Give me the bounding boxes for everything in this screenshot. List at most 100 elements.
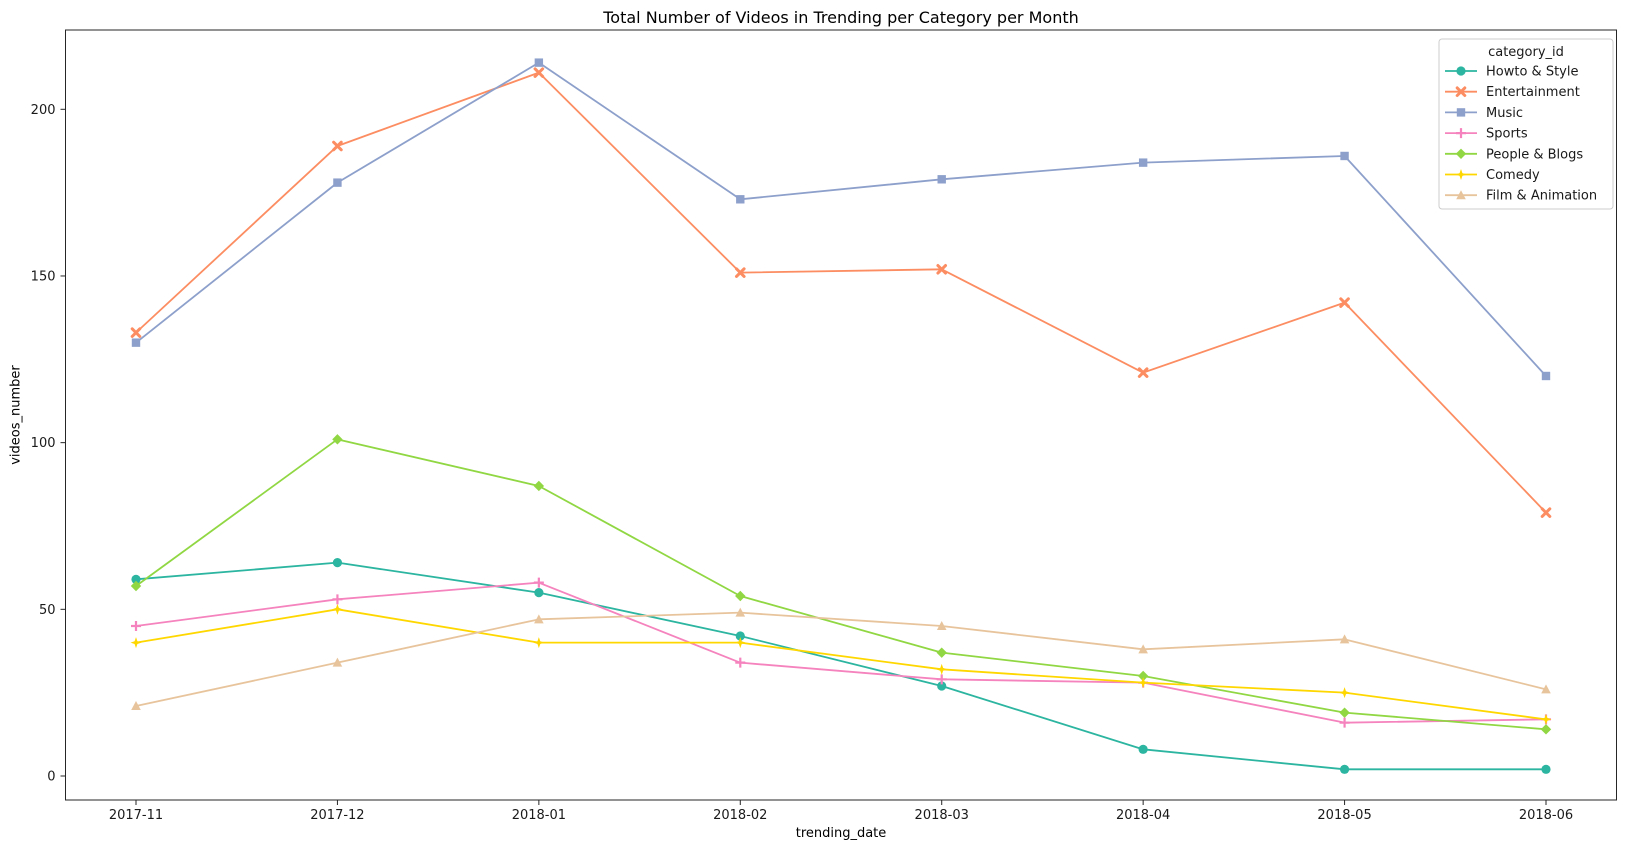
data-point-marker: [1541, 684, 1551, 694]
x-tick-label: 2017-12: [310, 808, 364, 823]
series-line: [135, 61, 1547, 377]
series-film-animation: [131, 607, 1551, 710]
legend-box: [1438, 38, 1614, 210]
data-point-marker: [533, 637, 545, 649]
data-point-marker: [131, 338, 141, 347]
chart-title: Total Number of Videos in Trending per C…: [603, 8, 1079, 27]
legend-label: Howto & Style: [1486, 65, 1578, 80]
data-point-marker: [534, 58, 544, 67]
data-point-marker: [936, 647, 947, 658]
data-point-marker: [1137, 367, 1149, 378]
legend-entry-entertainment: Entertainment: [1445, 85, 1580, 100]
data-point-marker: [1340, 151, 1349, 161]
data-point-marker: [735, 657, 746, 668]
data-point-marker: [937, 175, 946, 184]
legend-entry-film-animation: Film & Animation: [1445, 189, 1597, 204]
data-point-marker: [533, 577, 544, 588]
series-line: [135, 71, 1547, 514]
legend-label: Music: [1486, 106, 1523, 121]
y-tick-label: 50: [39, 603, 56, 618]
data-point-marker: [1339, 717, 1350, 728]
data-point-marker: [936, 674, 947, 685]
data-point-marker: [131, 620, 141, 631]
x-axis-label: trending_date: [795, 826, 887, 841]
y-tick-label: 0: [47, 770, 55, 785]
series-music: [131, 58, 1551, 381]
legend-label: Entertainment: [1486, 85, 1580, 100]
data-point-marker: [736, 195, 745, 204]
legend-entry-sports: Sports: [1445, 127, 1528, 142]
data-point-marker: [1541, 371, 1551, 381]
data-point-marker: [1540, 507, 1552, 518]
data-point-marker: [332, 140, 343, 152]
data-point-marker: [1138, 644, 1148, 654]
data-point-marker: [735, 590, 746, 602]
legend-label: Sports: [1486, 127, 1528, 142]
legend: category_id Howto & Style Entertainment Mus…: [1438, 38, 1614, 210]
data-point-marker: [734, 267, 746, 278]
series-line: [135, 581, 1547, 724]
data-point-marker: [735, 607, 746, 617]
legend-marker-x: [1455, 86, 1467, 97]
data-point-marker: [130, 327, 142, 338]
data-point-marker: [936, 264, 948, 275]
x-axis: 2017-11 2017-12 2018-01 2018-02 2018-03 2018-…: [109, 800, 1573, 823]
series-comedy: [130, 603, 1552, 725]
series-sports: [131, 577, 1551, 728]
y-axis-label: videos_number: [8, 365, 24, 465]
data-point-marker: [332, 434, 343, 445]
data-point-marker: [533, 67, 545, 78]
legend-label: Comedy: [1486, 168, 1540, 183]
data-point-marker: [131, 574, 141, 584]
data-point-marker: [1541, 764, 1551, 774]
series-line: [135, 561, 1546, 771]
x-tick-label: 2018-01: [512, 808, 566, 823]
series-people-blogs: [130, 434, 1552, 735]
series-howto-style: [131, 558, 1551, 774]
y-tick-label: 200: [31, 103, 56, 118]
data-point-marker: [534, 614, 544, 624]
legend-label: People & Blogs: [1486, 147, 1583, 162]
data-point-marker: [1339, 687, 1351, 699]
plot-border: [65, 29, 1617, 801]
data-point-marker: [131, 700, 141, 710]
data-point-marker: [534, 588, 544, 598]
legend-marker-plus: [1456, 128, 1466, 139]
data-point-marker: [1339, 297, 1350, 308]
data-point-marker: [1137, 677, 1149, 689]
data-point-marker: [333, 178, 342, 187]
data-point-marker: [533, 480, 545, 492]
legend-marker-square: [1456, 108, 1466, 117]
series-line: [135, 438, 1547, 731]
data-point-marker: [735, 631, 745, 641]
data-point-marker: [936, 663, 948, 675]
data-point-marker: [1138, 158, 1148, 167]
legend-entry-music: Music: [1445, 106, 1523, 121]
y-tick-label: 150: [31, 269, 56, 284]
x-tick-label: 2018-03: [915, 808, 969, 823]
y-axis: 0 50 100 150 200: [31, 103, 66, 785]
data-point-marker: [332, 594, 343, 605]
x-tick-label: 2018-06: [1519, 808, 1573, 823]
series-line: [135, 608, 1547, 721]
data-point-marker: [1339, 764, 1350, 774]
series-line: [135, 611, 1547, 707]
data-point-marker: [332, 657, 343, 667]
x-tick-label: 2018-02: [713, 808, 767, 823]
x-tick-label: 2017-11: [109, 808, 163, 823]
series-entertainment: [130, 67, 1552, 518]
data-point-marker: [734, 637, 746, 649]
legend-marker-circle: [1456, 66, 1466, 76]
legend-entry-comedy: Comedy: [1445, 168, 1540, 183]
data-point-marker: [1137, 670, 1149, 682]
data-point-marker: [936, 620, 947, 630]
legend-marker-diamond: [1455, 148, 1467, 159]
legend-marker-star: [1455, 169, 1467, 180]
legend-entry-people-blogs: People & Blogs: [1445, 147, 1583, 162]
data-point-marker: [130, 580, 142, 592]
data-point-marker: [1339, 707, 1350, 718]
data-point-marker: [1339, 634, 1350, 644]
legend-marker-triangle: [1456, 190, 1466, 200]
data-point-marker: [332, 558, 343, 568]
